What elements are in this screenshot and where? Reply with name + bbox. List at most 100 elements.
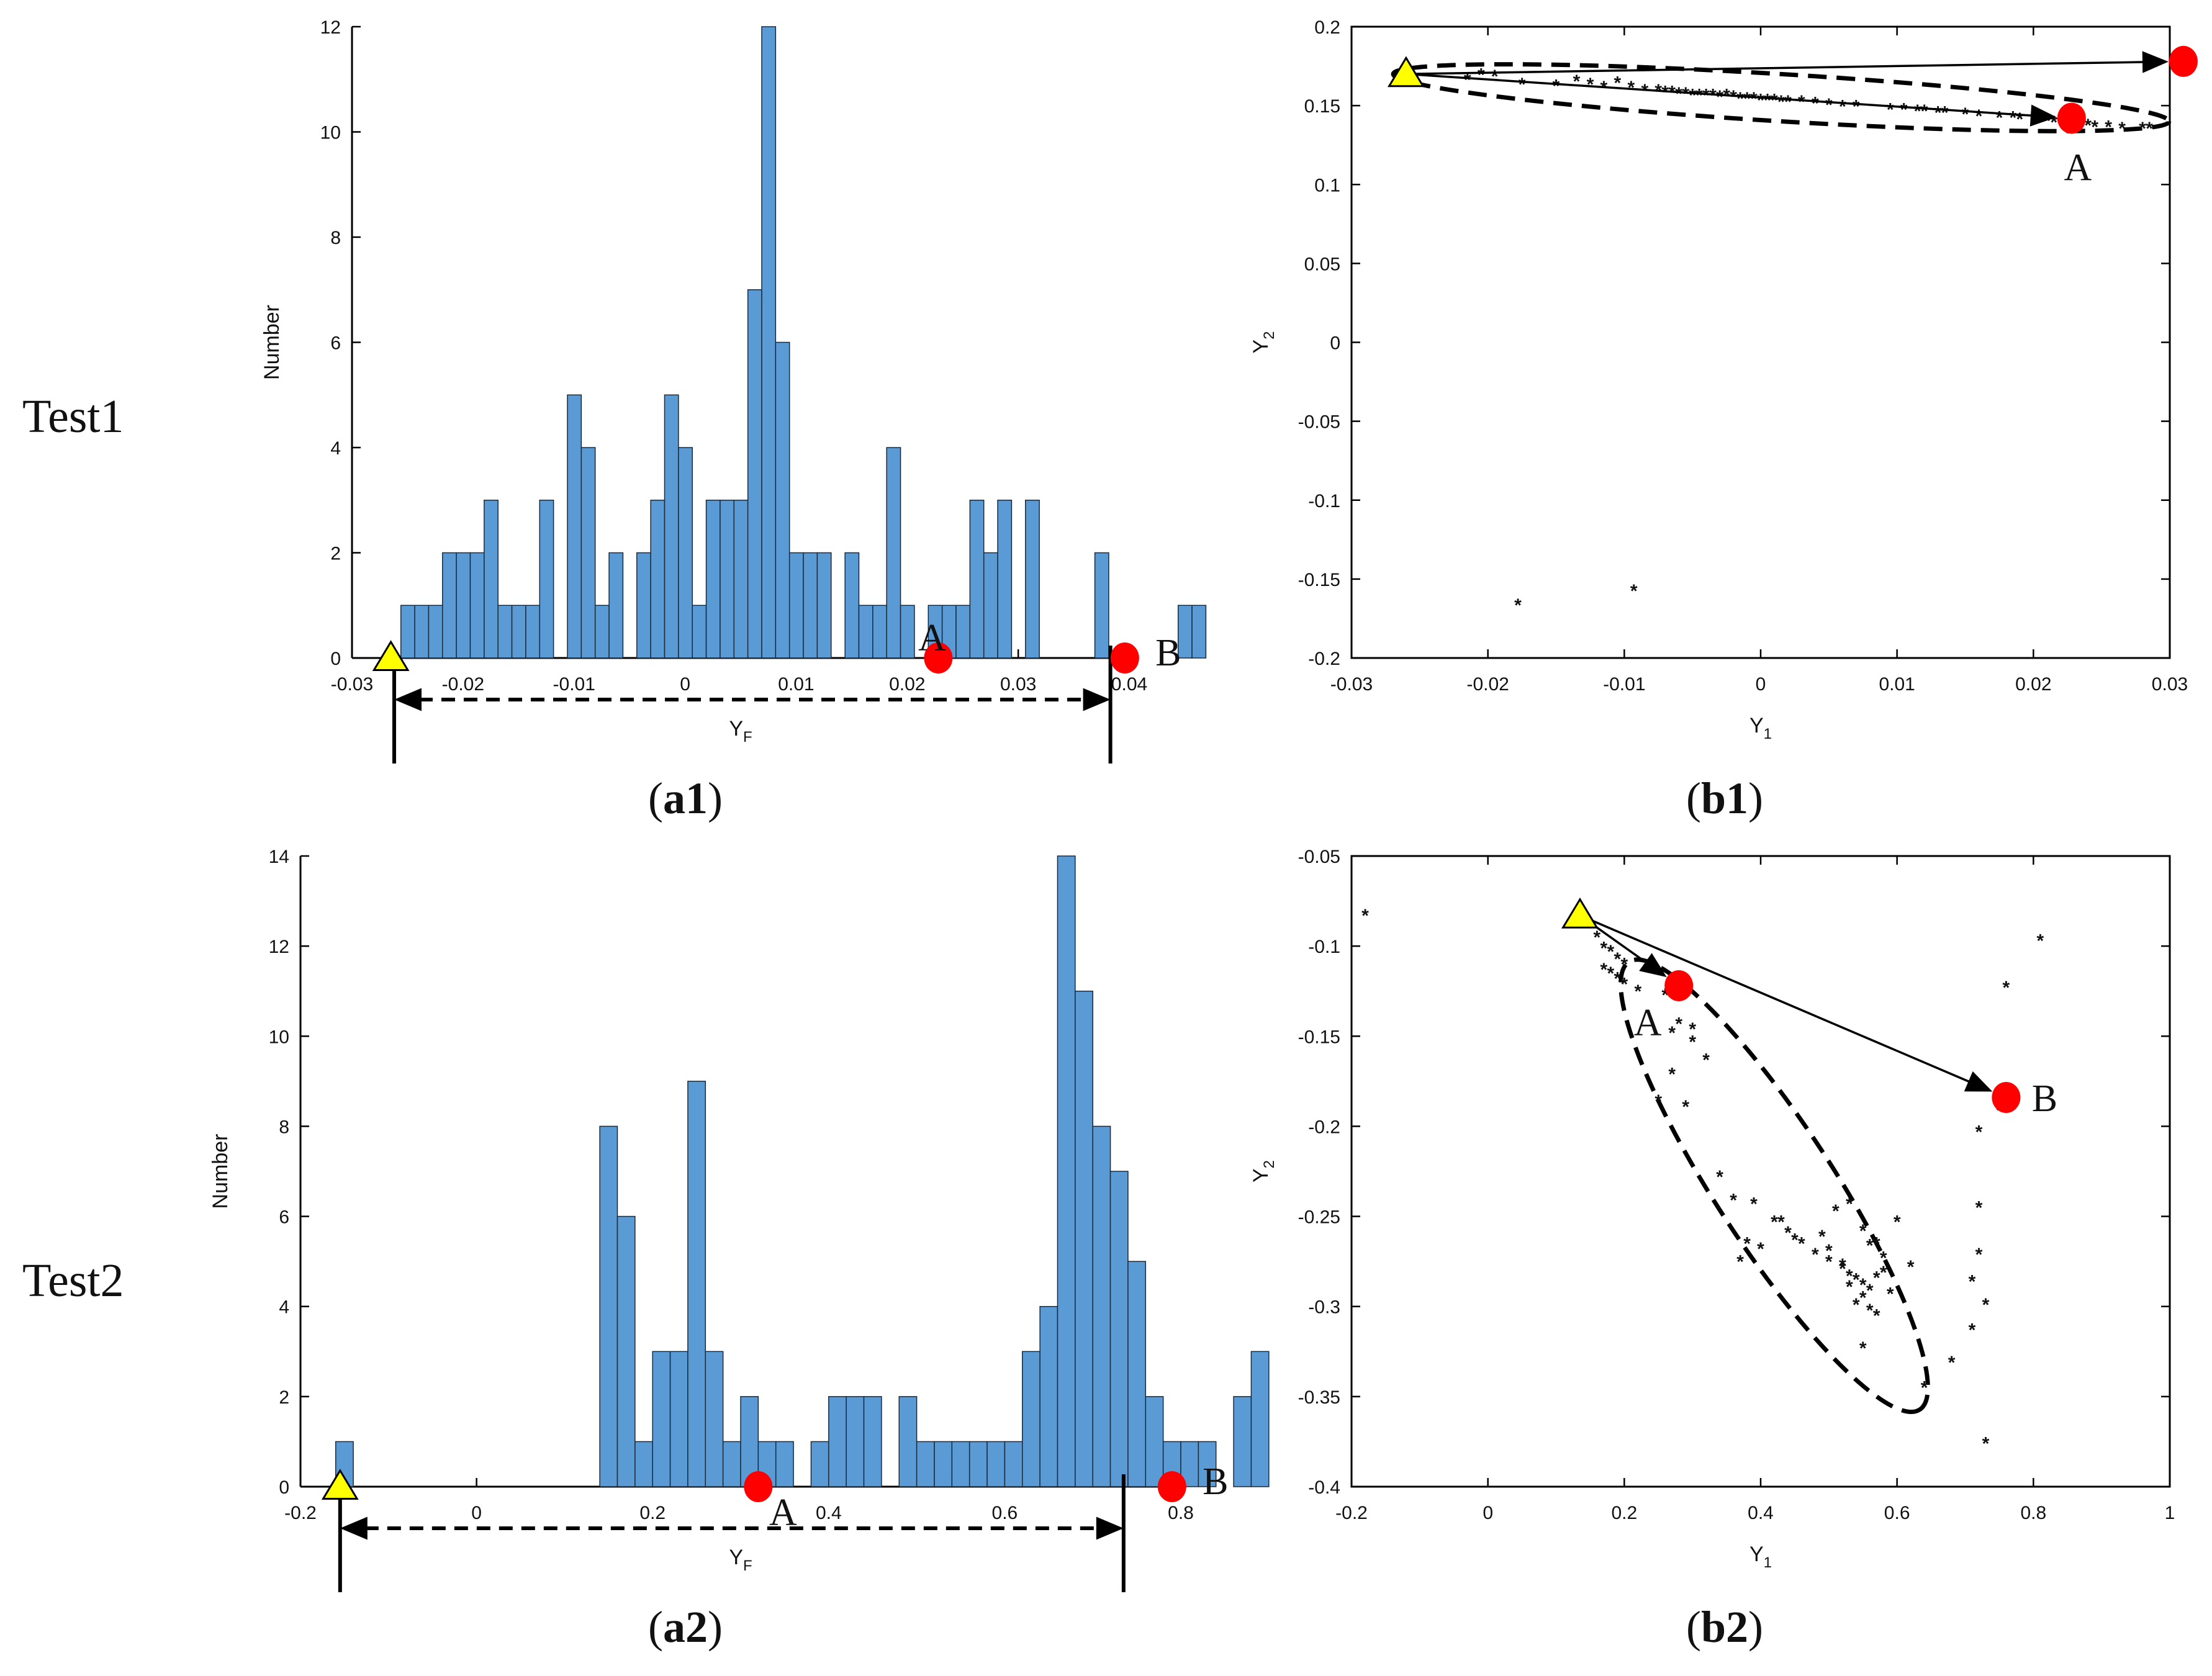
scatter-point: * — [1736, 89, 1744, 109]
scatter-point: * — [1846, 1266, 1853, 1287]
scatter-point: * — [2105, 117, 2112, 138]
histogram-bar — [652, 1351, 671, 1487]
histogram-bar — [608, 552, 624, 659]
histogram-bar — [951, 1441, 970, 1487]
scatter-point: * — [1716, 1167, 1723, 1187]
scatter-point: * — [1695, 86, 1703, 106]
y-tick-label: 0 — [279, 1477, 289, 1498]
histogram-bar — [669, 1351, 688, 1487]
scatter-point: * — [1627, 78, 1635, 98]
histogram-bar — [1250, 1351, 1270, 1487]
scatter-point: * — [1614, 949, 1622, 970]
scatter-point: * — [1921, 101, 1928, 122]
row-label-test2: Test2 — [22, 1255, 124, 1307]
x-tick-label: 0 — [1756, 674, 1766, 695]
histogram-bar — [414, 605, 430, 659]
x-axis-label-sub: 1 — [1764, 726, 1772, 742]
scatter-point: * — [1832, 1201, 1840, 1222]
vector-arrow-head — [1964, 1071, 1993, 1092]
histogram-bar — [484, 500, 499, 659]
y-tick-label: 4 — [279, 1297, 289, 1318]
histogram-bar — [650, 500, 666, 659]
scatter-point: * — [1853, 96, 1860, 117]
x-tick-label: 0.03 — [1000, 674, 1036, 695]
range-arrow-head-right — [1083, 688, 1111, 711]
scatter-point: * — [1620, 974, 1628, 994]
x-tick-label: -0.02 — [442, 674, 484, 695]
x-tick-label: 1 — [2165, 1503, 2175, 1523]
scatter-point: * — [1491, 66, 1499, 87]
histogram-bar — [986, 1441, 1006, 1487]
scatter-point: * — [1702, 1050, 1710, 1070]
y-tick-label: 8 — [330, 228, 341, 248]
scatter-point: * — [1661, 83, 1669, 103]
y-tick-label: -0.05 — [1298, 847, 1340, 867]
x-tick-label: 0.8 — [1168, 1503, 1194, 1523]
histogram-bar — [678, 447, 693, 659]
x-axis-label-sub: 1 — [1764, 1554, 1772, 1571]
y-tick-label: -0.35 — [1298, 1387, 1340, 1408]
histogram-bar — [594, 605, 610, 659]
y-tick-label: 0 — [330, 649, 341, 669]
scatter-point: * — [1880, 1263, 1887, 1283]
histogram-bar — [858, 605, 874, 659]
histogram-bar — [900, 605, 915, 659]
y-tick-label: 0.15 — [1304, 96, 1340, 117]
confidence-ellipse — [1618, 957, 1930, 1415]
point-label-a: A — [2064, 146, 2092, 189]
histogram-bar — [497, 605, 513, 659]
histogram-bar — [747, 289, 762, 659]
scatter-point: * — [2003, 978, 2010, 998]
scatter-point: * — [1514, 595, 1522, 616]
scatter-point: * — [1859, 1338, 1867, 1359]
scatter-point: * — [2084, 115, 2092, 136]
scatter-point: * — [1777, 92, 1785, 112]
y-tick-label: 4 — [330, 438, 341, 459]
y-axis-label: Y2 — [1249, 1160, 1278, 1183]
histogram-bar — [525, 605, 541, 659]
scatter-point: * — [1975, 106, 1983, 127]
histogram-bar — [872, 605, 887, 659]
x-tick-label: 0.02 — [889, 674, 925, 695]
histogram-bar — [803, 552, 818, 659]
point-a — [924, 642, 953, 674]
histogram-bar — [1092, 1125, 1111, 1487]
scatter-point: * — [1982, 1295, 1990, 1315]
scatter-point: * — [1784, 1223, 1792, 1243]
x-axis-label: YF — [729, 717, 752, 746]
point-label-b: B — [2032, 1078, 2057, 1120]
range-arrow-head-right — [1096, 1516, 1124, 1540]
y-tick-label: 12 — [320, 17, 341, 38]
histogram-bar — [567, 394, 582, 659]
histogram-bar — [1094, 552, 1109, 659]
y-tick-label: -0.3 — [1308, 1297, 1340, 1318]
histogram-bar — [400, 605, 415, 659]
scatter-point: * — [1887, 100, 1894, 120]
caption-a1: (a1) — [648, 773, 723, 823]
histogram-bar — [886, 447, 901, 659]
histogram-bar — [1198, 1441, 1217, 1487]
histogram-bar — [733, 500, 749, 659]
scatter-point: * — [1866, 1235, 1874, 1256]
histogram-bar — [636, 552, 651, 659]
x-tick-label: 0.4 — [1748, 1503, 1774, 1523]
y-axis-label-sub: 2 — [1261, 1160, 1278, 1168]
scatter-point: * — [1607, 942, 1615, 962]
scatter-point: * — [1941, 103, 1949, 124]
histogram-bar — [616, 1215, 636, 1487]
y-tick-label: 0.05 — [1304, 254, 1340, 274]
scatter-point: * — [1630, 581, 1638, 601]
scatter-point: * — [1519, 74, 1526, 95]
panel-b2: -0.4 -0.35 -0.3 -0.25 -0.2 -0.15 -0.1 -0.05 -0.2… — [1249, 847, 2175, 1571]
scatter-point: * — [1634, 981, 1641, 1002]
scatter-point: * — [1975, 1197, 1983, 1218]
scatter-point: * — [1736, 1251, 1744, 1272]
histogram-bar — [1233, 1396, 1252, 1487]
histogram-bar — [775, 1441, 794, 1487]
caption-b2: (b2) — [1686, 1602, 1764, 1652]
scatter-point: * — [1464, 70, 1471, 90]
scatter-point: * — [1573, 71, 1581, 92]
histogram-bar — [997, 500, 1013, 659]
point-b — [1110, 642, 1139, 674]
